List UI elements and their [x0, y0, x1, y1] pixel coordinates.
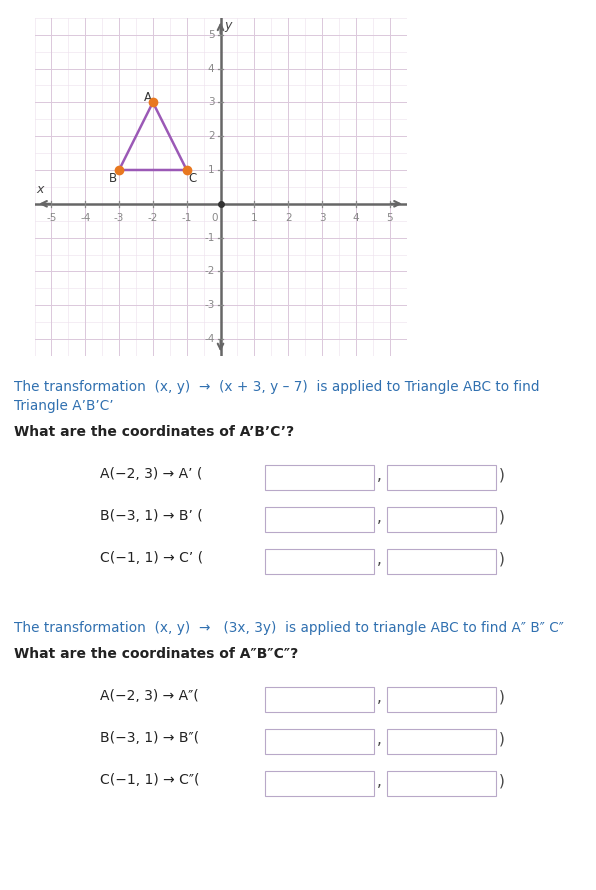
Text: 2: 2 — [285, 214, 291, 223]
FancyBboxPatch shape — [265, 729, 374, 754]
Text: A(−2, 3) → A″(: A(−2, 3) → A″( — [100, 689, 198, 703]
Text: 4: 4 — [352, 214, 359, 223]
Text: What are the coordinates of A’B’C’?: What are the coordinates of A’B’C’? — [14, 425, 294, 440]
Text: ,: , — [377, 732, 382, 747]
Text: -2: -2 — [148, 214, 158, 223]
Text: C(−1, 1) → C’ (: C(−1, 1) → C’ ( — [100, 551, 203, 565]
Text: 3: 3 — [208, 97, 215, 108]
Text: The transformation  (x, y)  →  (x + 3, y – 7)  is applied to Triangle ABC to fin: The transformation (x, y) → (x + 3, y – … — [14, 380, 539, 394]
Text: -2: -2 — [204, 266, 215, 277]
Text: -4: -4 — [80, 214, 91, 223]
Text: ): ) — [499, 732, 505, 747]
FancyBboxPatch shape — [265, 687, 374, 712]
Text: -4: -4 — [204, 334, 215, 344]
Text: ): ) — [499, 773, 505, 789]
FancyBboxPatch shape — [386, 771, 495, 796]
FancyBboxPatch shape — [386, 729, 495, 754]
Text: x: x — [36, 183, 44, 197]
FancyBboxPatch shape — [265, 771, 374, 796]
FancyBboxPatch shape — [265, 465, 374, 490]
Text: ,: , — [377, 510, 382, 525]
Text: -3: -3 — [114, 214, 124, 223]
FancyBboxPatch shape — [386, 506, 495, 531]
FancyBboxPatch shape — [265, 506, 374, 531]
Text: 4: 4 — [208, 63, 215, 74]
Text: ,: , — [377, 468, 382, 482]
FancyBboxPatch shape — [386, 549, 495, 574]
Text: B(−3, 1) → B’ (: B(−3, 1) → B’ ( — [100, 509, 203, 523]
Text: 2: 2 — [208, 131, 215, 142]
Text: ,: , — [377, 552, 382, 567]
Text: A: A — [144, 91, 152, 104]
FancyBboxPatch shape — [265, 549, 374, 574]
Text: Triangle A’B’C’: Triangle A’B’C’ — [14, 400, 114, 413]
Text: 1: 1 — [208, 165, 215, 175]
Text: 0: 0 — [211, 214, 218, 223]
Text: ): ) — [499, 468, 505, 482]
Text: 5: 5 — [208, 29, 215, 40]
FancyBboxPatch shape — [386, 687, 495, 712]
Text: ): ) — [499, 552, 505, 567]
Text: C: C — [189, 172, 197, 185]
Text: -1: -1 — [182, 214, 192, 223]
Text: B: B — [109, 172, 117, 185]
Text: 1: 1 — [251, 214, 257, 223]
Text: C(−1, 1) → C″(: C(−1, 1) → C″( — [100, 773, 200, 787]
Text: -5: -5 — [46, 214, 57, 223]
Text: ,: , — [377, 773, 382, 789]
Text: 5: 5 — [386, 214, 393, 223]
Text: ): ) — [499, 690, 505, 705]
Text: y: y — [225, 20, 232, 33]
Text: 3: 3 — [319, 214, 325, 223]
FancyBboxPatch shape — [386, 465, 495, 490]
Text: B(−3, 1) → B″(: B(−3, 1) → B″( — [100, 731, 199, 745]
Text: A(−2, 3) → A’ (: A(−2, 3) → A’ ( — [100, 467, 203, 481]
Text: ): ) — [499, 510, 505, 525]
Text: ,: , — [377, 690, 382, 705]
Text: The transformation  (x, y)  →   (3x, 3y)  is applied to triangle ABC to find A″ : The transformation (x, y) → (3x, 3y) is … — [14, 621, 564, 635]
Text: -1: -1 — [204, 232, 215, 243]
Text: -3: -3 — [204, 300, 215, 311]
Text: What are the coordinates of A″B″C″?: What are the coordinates of A″B″C″? — [14, 647, 298, 661]
